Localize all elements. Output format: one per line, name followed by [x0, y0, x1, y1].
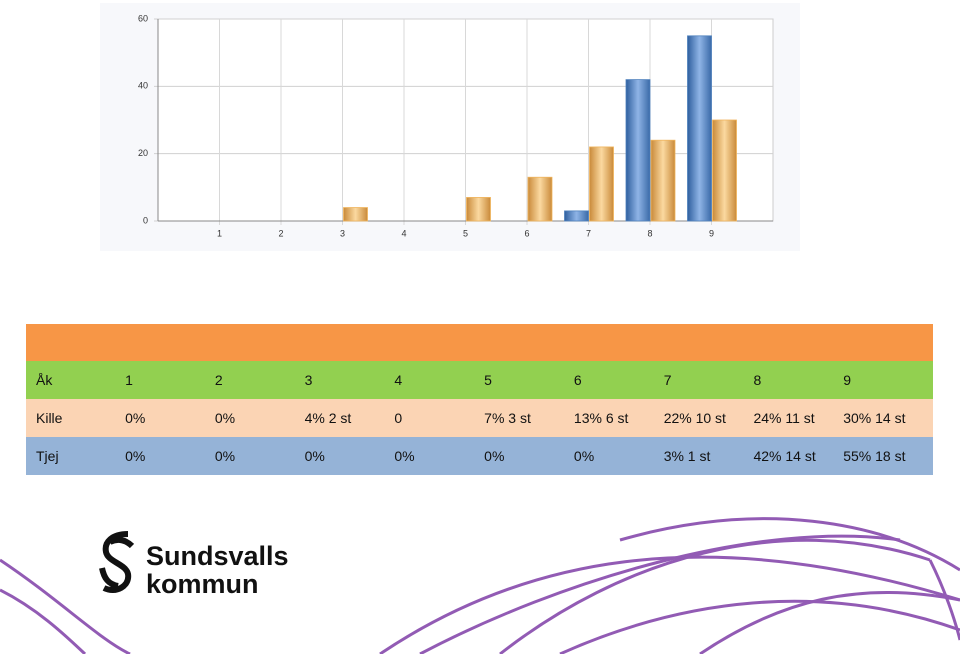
logo-mark — [99, 531, 135, 594]
x-tick-label: 8 — [647, 228, 652, 238]
table-cell: 42% 14 st — [753, 448, 816, 464]
logo-text: kommun — [146, 569, 259, 599]
y-tick-label: 0 — [143, 215, 148, 225]
table-cell: 30% 14 st — [843, 410, 906, 426]
table-cell: 0 — [394, 410, 403, 426]
bar — [564, 210, 589, 222]
table-cell: 55% 18 st — [843, 448, 906, 464]
table-cell: 5 — [484, 372, 492, 388]
table-row: Kille 0% 0% 4% 2 st 0 7% 3 st 13% 6 st 22% 10 s… — [26, 399, 933, 437]
x-tick-label: 9 — [709, 228, 714, 238]
table-cell: 22% 10 st — [663, 410, 726, 426]
table-cell: Kille — [36, 410, 63, 426]
bar — [687, 35, 712, 222]
logo-text: Sundsvalls — [146, 541, 289, 571]
table-cell: 0% — [214, 410, 236, 426]
logo: Sundsvalls kommun — [99, 531, 289, 599]
table-cell: 7 — [663, 372, 672, 388]
y-tick-label: 60 — [138, 13, 148, 23]
data-table: Åk 1 2 3 4 5 6 7 8 9 Kille 0% 0% 4% 2 st 0 7% 3 st 13% 6… — [26, 324, 933, 475]
table-cell: 6 — [573, 372, 582, 388]
table-cell: 4% 2 st — [304, 410, 352, 426]
table-cell: Åk — [36, 372, 53, 388]
x-tick-label: 2 — [278, 228, 283, 238]
table-cell: 0% — [214, 448, 236, 464]
y-tick-label: 20 — [138, 148, 148, 158]
table-cell: 0% — [484, 448, 505, 464]
bar — [625, 79, 651, 222]
table-cell: Tjej — [36, 448, 59, 464]
table-cell: 3 — [304, 372, 313, 388]
x-tick-label: 6 — [524, 228, 529, 238]
table-cell: 4 — [394, 372, 403, 388]
table-header: Åk 1 2 3 4 5 6 7 8 9 — [26, 361, 933, 399]
x-tick-label: 4 — [401, 228, 406, 238]
table-cell: 9 — [843, 372, 852, 388]
table-top-band — [26, 324, 933, 361]
table-cell: 24% 11 st — [753, 410, 815, 426]
table-cell: 0% — [304, 448, 325, 464]
table-row: Tjej 0% 0% 0% 0% 0% 0% 3% 1 st 42% 14 st 55% 18 s… — [26, 437, 933, 475]
table-cell: 0% — [125, 410, 146, 426]
chart: 0 20 40 60 1 2 3 4 5 6 7 8 9 — [100, 3, 800, 251]
bar — [589, 146, 614, 222]
table-cell: 0% — [125, 448, 146, 464]
x-tick-label: 3 — [340, 228, 345, 238]
x-tick-label: 5 — [463, 228, 468, 238]
bar — [466, 197, 491, 222]
table-cell: 3% 1 st — [663, 448, 711, 464]
bar — [712, 119, 737, 222]
y-tick-label: 40 — [138, 81, 148, 91]
table-cell: 7% 3 st — [484, 410, 531, 426]
table-cell: 2 — [214, 372, 223, 388]
table-cell: 8 — [753, 372, 762, 388]
bar — [650, 139, 676, 222]
table-cell: 0% — [394, 448, 415, 464]
x-tick-label: 1 — [217, 228, 222, 238]
x-tick-label: 7 — [586, 228, 591, 238]
bar — [343, 207, 368, 222]
bar — [527, 176, 553, 222]
table-cell: 0% — [573, 448, 595, 464]
table-cell: 13% 6 st — [573, 410, 629, 426]
table-cell: 1 — [125, 372, 133, 388]
